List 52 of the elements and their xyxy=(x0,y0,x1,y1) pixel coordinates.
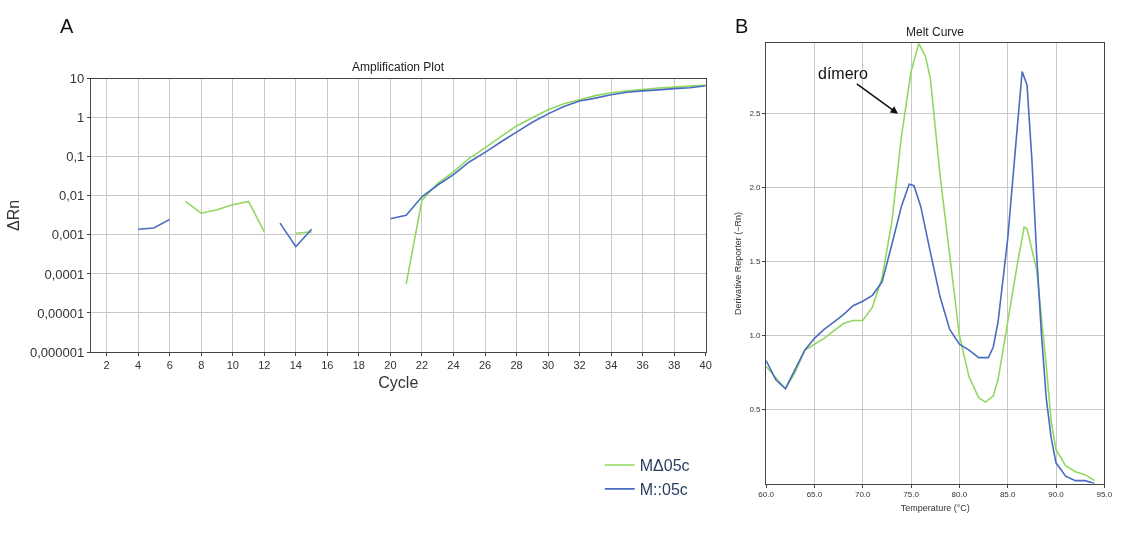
chart-title: Melt Curve xyxy=(906,25,965,39)
x-tick-label: 26 xyxy=(478,359,492,372)
x-tick-label: 20 xyxy=(384,359,397,372)
x-tick-label: 22 xyxy=(415,359,429,372)
x-tick-label: 30 xyxy=(541,359,555,372)
x-tick-label: 95.0 xyxy=(1096,490,1113,500)
y-tick-label: 0,1 xyxy=(66,149,85,165)
y-tick-label: 1.0 xyxy=(749,331,762,341)
x-tick-label: 75.0 xyxy=(903,490,920,500)
x-tick-label: 32 xyxy=(573,359,586,372)
y-tick-label: 2.0 xyxy=(749,182,762,192)
text: B xyxy=(735,15,749,37)
x-tick-label: 10 xyxy=(226,359,239,372)
x-tick-label: 38 xyxy=(668,359,681,372)
y-axis-title: ΔRn xyxy=(4,199,22,231)
y-tick-label: 2.5 xyxy=(749,108,762,118)
x-tick-label: 16 xyxy=(321,359,334,372)
chart-title: Amplification Plot xyxy=(352,60,445,74)
x-tick-label: 36 xyxy=(636,359,649,372)
y-tick-label: 10 xyxy=(69,71,85,87)
x-tick-label: 28 xyxy=(510,359,523,372)
x-tick-label: 18 xyxy=(352,359,366,372)
x-axis-title: Temperature (°C) xyxy=(900,502,970,513)
x-tick-label: 24 xyxy=(447,359,460,372)
y-tick-label: 0,00001 xyxy=(37,305,85,321)
text: A xyxy=(60,15,74,37)
x-tick-label: 8 xyxy=(198,359,205,372)
y-tick-label: 0,000001 xyxy=(30,344,85,360)
x-tick-label: 65.0 xyxy=(806,490,823,500)
annotation: dímero xyxy=(818,65,868,82)
y-tick-label: 0,0001 xyxy=(44,266,85,282)
x-tick-label: 34 xyxy=(605,359,618,372)
x-tick-label: 14 xyxy=(289,359,302,372)
x-tick-label: 6 xyxy=(166,359,173,372)
y-tick-label: 0.5 xyxy=(749,405,762,415)
x-tick-label: 70.0 xyxy=(854,490,872,500)
x-tick-label: 4 xyxy=(135,359,142,372)
x-tick-label: 40 xyxy=(699,359,712,372)
y-tick-label: 1 xyxy=(77,110,85,126)
x-axis-title: Cycle xyxy=(378,373,419,391)
x-tick-label: 60.0 xyxy=(758,490,775,500)
x-tick-label: 12 xyxy=(258,359,271,372)
legend-label: M::05c xyxy=(639,481,688,499)
legend-label: MΔ05c xyxy=(639,457,690,475)
y-tick-label: 0,01 xyxy=(58,188,85,204)
x-tick-label: 85.0 xyxy=(999,490,1017,500)
y-tick-label: 1.5 xyxy=(749,257,762,267)
x-tick-label: 90.0 xyxy=(1048,490,1065,500)
x-tick-label: 2 xyxy=(103,359,110,372)
y-tick-label: 0,001 xyxy=(51,227,85,243)
y-axis-title: Derivative Reporter (−Rn) xyxy=(732,212,743,315)
x-tick-label: 80.0 xyxy=(951,490,968,500)
